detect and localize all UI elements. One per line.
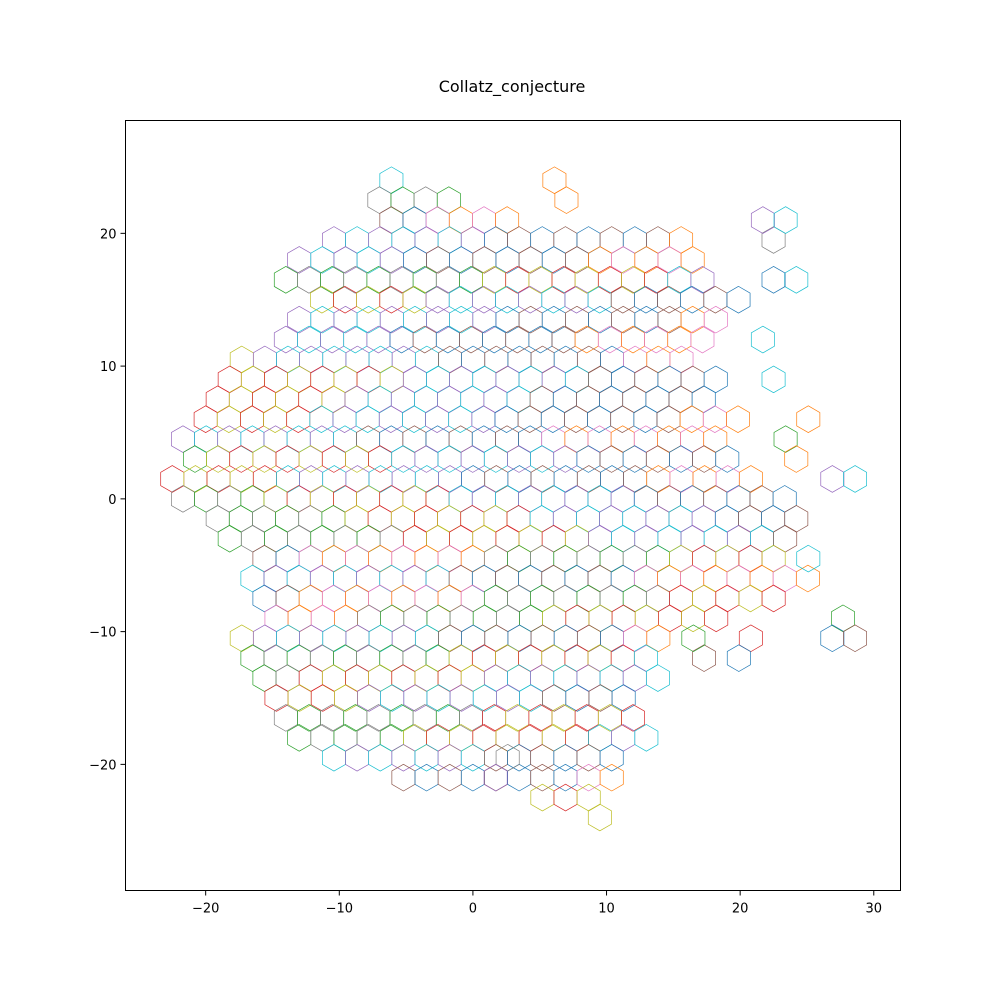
hexagon-cell bbox=[738, 624, 763, 653]
hexagon-cell bbox=[784, 445, 809, 473]
hexagon-cell bbox=[750, 325, 775, 354]
plot-frame bbox=[125, 120, 901, 891]
x-tick-label: 30 bbox=[866, 902, 883, 917]
hexagon-cell bbox=[703, 365, 728, 394]
hexagon-cell bbox=[634, 724, 659, 752]
hexagon-cell bbox=[483, 763, 508, 792]
x-tick-label: −20 bbox=[192, 902, 219, 917]
hexagon-cell bbox=[587, 803, 612, 832]
hexagon-cell bbox=[704, 604, 729, 633]
x-axis: −20 −10 0 10 20 30 bbox=[192, 890, 883, 917]
hexagon-cell bbox=[831, 604, 855, 633]
hexagon-cell bbox=[796, 544, 821, 573]
hexagon-cell bbox=[690, 266, 715, 294]
hexagon-cell bbox=[599, 743, 624, 772]
hexagon-cell bbox=[843, 465, 867, 493]
hexagon-cell bbox=[773, 425, 798, 453]
chart-title: Collatz_conjecture bbox=[439, 77, 586, 97]
hexagon-cell bbox=[796, 405, 821, 433]
y-tick-label: −10 bbox=[89, 626, 116, 641]
hexagon-cell bbox=[726, 644, 751, 672]
hexagon-cell bbox=[795, 564, 820, 593]
hexagon-cell bbox=[599, 763, 624, 792]
hexagon-cell bbox=[761, 365, 786, 394]
hexagon-cell bbox=[681, 624, 706, 653]
hexagon-cell bbox=[690, 325, 715, 354]
y-tick-label: 0 bbox=[108, 493, 116, 508]
hexagon-cell bbox=[542, 166, 567, 195]
x-tick-label: −10 bbox=[326, 902, 353, 917]
x-tick-label: 10 bbox=[598, 902, 615, 917]
hexagon-cell bbox=[680, 246, 705, 274]
hexagon-cell bbox=[726, 285, 751, 314]
x-tick-label: 0 bbox=[469, 902, 477, 917]
hexagon-cell bbox=[703, 305, 728, 334]
hexagon-cell bbox=[611, 684, 636, 712]
hexagon-cell bbox=[738, 465, 763, 493]
hexagon-cell bbox=[554, 186, 579, 214]
x-tick-label: 20 bbox=[732, 902, 749, 917]
y-tick-label: −20 bbox=[89, 758, 116, 773]
y-axis: −20 −10 0 10 20 bbox=[89, 227, 126, 773]
hexagon-cell bbox=[646, 624, 671, 653]
hexagon-cells bbox=[160, 166, 867, 832]
hexagon-cell bbox=[773, 206, 798, 234]
hexagon-cell bbox=[621, 704, 645, 732]
hexagon-cell bbox=[843, 624, 867, 653]
hexagon-cell bbox=[761, 266, 786, 294]
y-tick-label: 10 bbox=[100, 360, 117, 375]
hexagon-cell bbox=[715, 445, 740, 473]
y-tick-label: 20 bbox=[100, 227, 117, 242]
hexagon-cell bbox=[726, 405, 750, 433]
hexagon-cell bbox=[495, 743, 520, 772]
hexagon-cell bbox=[761, 584, 786, 613]
hexagon-cell bbox=[645, 664, 670, 692]
